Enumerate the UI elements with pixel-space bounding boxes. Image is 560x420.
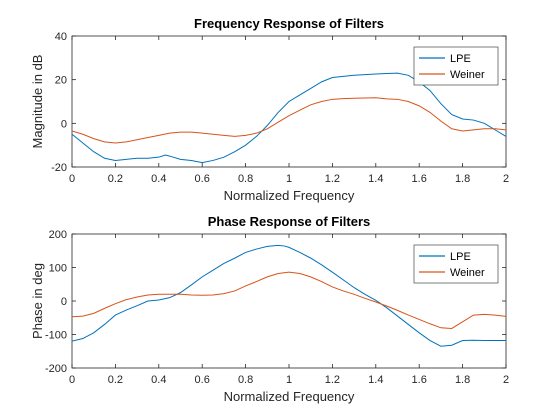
y-tick-label: 0 bbox=[61, 296, 67, 308]
chart-title: Phase Response of Filters bbox=[208, 214, 371, 229]
x-tick-label: 1.2 bbox=[325, 173, 340, 185]
series-line-weiner bbox=[72, 271, 506, 329]
y-tick-label: 200 bbox=[49, 229, 67, 241]
subplot-2: 0 0.2 0.4 0.6 0.8 1 1.2 1.4 1.6 1.8 2 -200 -100 0 100 2… bbox=[30, 214, 509, 404]
x-tick-label: 0.2 bbox=[108, 374, 123, 386]
subplot-1: 0 0.2 0.4 0.6 0.8 1 1.2 1.4 1.6 1.8 2-2002040Frequ… bbox=[30, 16, 509, 203]
series-line-lpe bbox=[72, 72, 506, 164]
x-axis-label: Normalized Frequency bbox=[224, 389, 355, 404]
x-tick-label: 2 bbox=[503, 374, 509, 386]
x-tick-label: 1.6 bbox=[412, 374, 427, 386]
x-tick-label: 2 bbox=[503, 173, 509, 185]
y-axis-label: Phase in deg bbox=[30, 263, 45, 339]
x-tick-label: 0.6 bbox=[195, 173, 210, 185]
y-tick-label: 0 bbox=[61, 118, 67, 130]
y-tick-label: -100 bbox=[45, 330, 67, 342]
x-tick-label: 1.8 bbox=[455, 374, 470, 386]
x-tick-label: 0.4 bbox=[151, 173, 166, 185]
chart-title: Frequency Response of Filters bbox=[194, 16, 384, 31]
y-tick-label: -200 bbox=[45, 363, 67, 375]
legend-label-lpe: LPE bbox=[450, 251, 471, 263]
y-tick-label: 100 bbox=[49, 263, 67, 275]
x-tick-label: 0 bbox=[69, 173, 75, 185]
x-tick-label: 0.2 bbox=[108, 173, 123, 185]
legend-label-weiner: Weiner bbox=[450, 267, 485, 279]
legend: LPE Weiner bbox=[413, 244, 499, 284]
x-tick-label: 0.4 bbox=[151, 374, 166, 386]
series-line-weiner bbox=[72, 97, 506, 144]
y-axis-label: Magnitude in dB bbox=[30, 55, 45, 149]
series-line-lpe bbox=[72, 244, 506, 347]
x-tick-label: 0.8 bbox=[238, 374, 253, 386]
x-tick-label: 1.4 bbox=[368, 173, 383, 185]
x-tick-label: 1 bbox=[286, 173, 292, 185]
y-tick-label: 20 bbox=[55, 75, 67, 87]
x-tick-label: 1.4 bbox=[368, 374, 383, 386]
legend-box bbox=[413, 46, 499, 86]
y-tick-label: -20 bbox=[51, 162, 67, 174]
legend-box bbox=[413, 244, 499, 284]
x-tick-label: 1.8 bbox=[455, 173, 470, 185]
x-tick-label: 0 bbox=[69, 374, 75, 386]
x-tick-label: 1 bbox=[286, 374, 292, 386]
legend: LPE Weiner bbox=[413, 46, 499, 86]
legend-label-weiner: Weiner bbox=[450, 69, 485, 81]
legend-label-lpe: LPE bbox=[450, 53, 471, 65]
x-tick-label: 1.2 bbox=[325, 374, 340, 386]
x-axis-label: Normalized Frequency bbox=[224, 188, 355, 203]
y-tick-label: 40 bbox=[55, 31, 67, 43]
x-tick-label: 0.8 bbox=[238, 173, 253, 185]
x-tick-label: 0.6 bbox=[195, 374, 210, 386]
x-tick-label: 1.6 bbox=[412, 173, 427, 185]
